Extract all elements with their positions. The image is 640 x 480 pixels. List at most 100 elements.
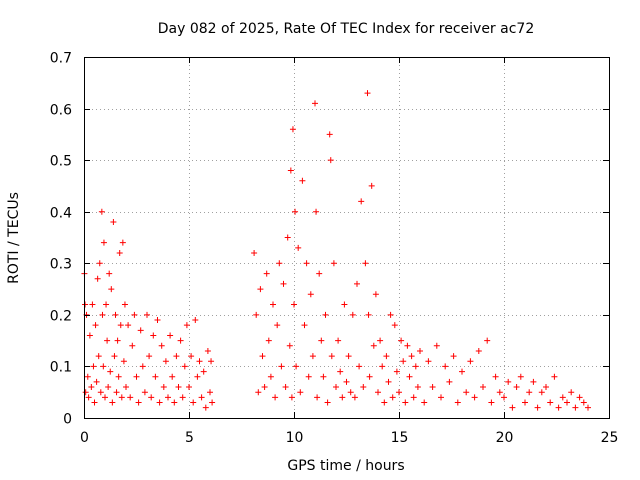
data-point (141, 389, 148, 396)
data-point (274, 322, 281, 329)
data-point (255, 389, 262, 396)
data-point (282, 384, 289, 391)
data-point (111, 353, 118, 360)
data-point (349, 311, 356, 318)
data-point (270, 301, 276, 308)
data-point (94, 275, 101, 282)
data-point (454, 399, 461, 406)
data-point (287, 167, 294, 174)
x-tick-label: 10 (286, 430, 304, 446)
data-point (144, 311, 150, 318)
data-point (381, 399, 388, 406)
data-point (335, 337, 342, 344)
axis-ticks (84, 57, 610, 419)
data-point (186, 384, 192, 391)
data-point (368, 182, 375, 189)
data-point (309, 353, 316, 360)
data-point (370, 342, 377, 349)
data-point (538, 389, 545, 396)
data-point (414, 384, 421, 391)
data-point (284, 234, 291, 241)
data-point (90, 363, 97, 370)
data-point (307, 291, 314, 298)
x-tick-labels: 0 5 10 15 20 25 (80, 430, 618, 446)
data-point (154, 317, 161, 324)
data-point (129, 342, 136, 349)
data-point (160, 384, 167, 391)
data-point (276, 260, 283, 267)
data-point (450, 353, 457, 360)
data-point (146, 353, 153, 360)
data-point (175, 384, 182, 391)
data-point (257, 286, 264, 293)
data-point (253, 311, 260, 318)
data-point (564, 399, 570, 406)
data-point (125, 322, 132, 329)
data-point (133, 373, 140, 380)
data-point (379, 363, 386, 370)
data-point (135, 399, 142, 406)
data-point (148, 394, 155, 401)
data-point (402, 399, 409, 406)
data-point (446, 378, 453, 385)
y-tick-label: 0.3 (50, 257, 72, 273)
data-point (192, 317, 199, 324)
data-point (183, 322, 190, 329)
data-point (200, 368, 207, 375)
data-point (115, 373, 122, 380)
data-point (198, 394, 205, 401)
data-point (463, 389, 470, 396)
data-point (162, 358, 169, 365)
data-point (534, 404, 541, 411)
data-point (398, 337, 405, 344)
data-point (93, 378, 100, 385)
data-point (345, 353, 352, 360)
data-point (105, 384, 112, 391)
data-point (96, 260, 103, 267)
data-point (85, 394, 92, 401)
data-point (204, 347, 211, 354)
data-point (114, 337, 121, 344)
data-point (86, 332, 93, 339)
data-point (171, 399, 178, 406)
data-point (316, 270, 323, 277)
x-axis-label: GPS time / hours (287, 458, 404, 474)
data-point (327, 157, 334, 164)
data-point (288, 394, 295, 401)
data-point (585, 404, 591, 411)
data-point (393, 368, 400, 375)
data-point (297, 389, 304, 396)
data-point (165, 394, 171, 401)
data-point (123, 384, 129, 391)
data-point (89, 301, 96, 308)
data-point (505, 378, 512, 385)
data-point (267, 373, 274, 380)
data-point (127, 394, 134, 401)
data-point (100, 363, 107, 370)
data-point (471, 394, 478, 401)
data-point (360, 384, 367, 391)
data-point (387, 311, 394, 318)
data-point (156, 399, 163, 406)
data-point (404, 342, 411, 349)
data-point (318, 337, 325, 344)
data-point (484, 337, 491, 344)
data-point (389, 394, 396, 401)
data-point (576, 394, 583, 401)
data-point (324, 399, 331, 406)
data-point (322, 311, 329, 318)
data-point (351, 394, 358, 401)
data-point (301, 322, 308, 329)
data-point (314, 394, 321, 401)
data-point (110, 219, 117, 226)
data-point (459, 368, 465, 375)
data-point (102, 394, 108, 401)
data-point (312, 100, 318, 107)
data-point (391, 322, 398, 329)
data-point (433, 342, 440, 349)
data-point (107, 368, 114, 375)
data-point (181, 363, 188, 370)
data-point (526, 389, 533, 396)
data-point (568, 389, 575, 396)
data-point (295, 244, 302, 251)
